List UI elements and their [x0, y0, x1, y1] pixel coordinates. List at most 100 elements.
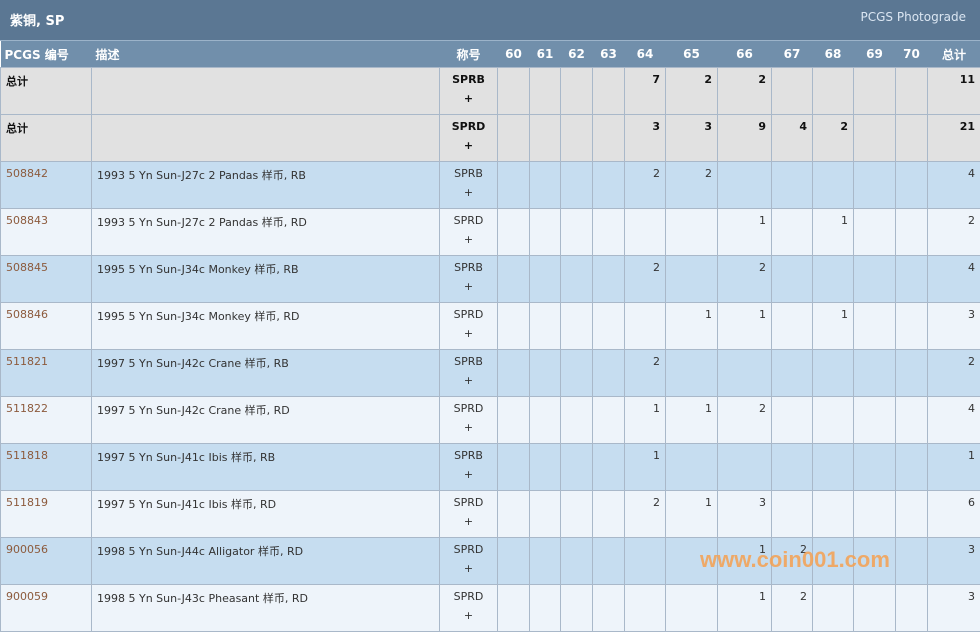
- designation-cell: SPRD+: [440, 303, 498, 350]
- column-header[interactable]: 61: [530, 41, 561, 68]
- row-total: 3: [928, 585, 980, 632]
- grade-count: [896, 256, 928, 303]
- row-total: 21: [928, 115, 980, 162]
- grade-count: [772, 444, 813, 491]
- grade-count: [896, 303, 928, 350]
- grade-count: [625, 538, 666, 585]
- grade-count: [530, 585, 561, 632]
- grade-count: 1: [718, 585, 772, 632]
- photograde-link[interactable]: PCGS Photograde: [861, 10, 966, 24]
- grade-count: [498, 444, 530, 491]
- pcgs-number-cell: 511819: [1, 491, 92, 538]
- section-title: 紫铜, SP: [10, 10, 64, 29]
- grade-count: [530, 491, 561, 538]
- designation: SPRD+: [454, 496, 484, 528]
- designation: SPRB+: [454, 261, 483, 293]
- pcgs-number-link[interactable]: 511818: [6, 449, 48, 462]
- grade-count: [666, 444, 718, 491]
- column-header[interactable]: 66: [718, 41, 772, 68]
- column-header[interactable]: 总计: [928, 41, 980, 68]
- grade-count: [625, 303, 666, 350]
- grade-count: [530, 303, 561, 350]
- column-header[interactable]: 70: [896, 41, 928, 68]
- pcgs-number-link[interactable]: 508842: [6, 167, 48, 180]
- designation-cell: SPRD+: [440, 585, 498, 632]
- designation: SPRD+: [452, 120, 486, 152]
- grade-count: 1: [813, 209, 854, 256]
- grade-count: [498, 162, 530, 209]
- grade-count: [813, 491, 854, 538]
- column-header[interactable]: 60: [498, 41, 530, 68]
- column-header[interactable]: PCGS 编号: [1, 41, 92, 68]
- grade-count: 2: [666, 162, 718, 209]
- row-total: 4: [928, 397, 980, 444]
- grade-count: 2: [813, 115, 854, 162]
- grade-count: [593, 115, 625, 162]
- grade-count: [498, 350, 530, 397]
- pcgs-number-link[interactable]: 508843: [6, 214, 48, 227]
- pcgs-number-cell: 508843: [1, 209, 92, 256]
- grade-count: 1: [666, 303, 718, 350]
- column-header[interactable]: 68: [813, 41, 854, 68]
- pcgs-number-link[interactable]: 508846: [6, 308, 48, 321]
- description-cell: 1997 5 Yn Sun-J41c Ibis 样币, RD: [92, 491, 440, 538]
- grade-count: 1: [718, 209, 772, 256]
- grade-count: 1: [625, 397, 666, 444]
- table-row: 900059 1998 5 Yn Sun-J43c Pheasant 样币, RD…: [1, 585, 980, 632]
- grade-count: [561, 538, 593, 585]
- pcgs-number-link[interactable]: 508845: [6, 261, 48, 274]
- pcgs-number-cell: 511821: [1, 350, 92, 397]
- grade-count: 2: [666, 68, 718, 115]
- description-cell: 1995 5 Yn Sun-J34c Monkey 样币, RD: [92, 303, 440, 350]
- designation: SPRD+: [454, 308, 484, 340]
- description-cell: 1997 5 Yn Sun-J41c Ibis 样币, RB: [92, 444, 440, 491]
- column-header[interactable]: 64: [625, 41, 666, 68]
- row-total: 6: [928, 491, 980, 538]
- grade-count: [561, 256, 593, 303]
- designation: SPRB+: [454, 167, 483, 199]
- designation-cell: SPRB+: [440, 256, 498, 303]
- designation-cell: SPRD+: [440, 491, 498, 538]
- pcgs-number-link[interactable]: 511821: [6, 355, 48, 368]
- grade-count: [854, 162, 896, 209]
- grade-count: [772, 68, 813, 115]
- grade-count: [498, 209, 530, 256]
- designation-cell: SPRD+: [440, 209, 498, 256]
- grade-count: [718, 444, 772, 491]
- description-cell: 1998 5 Yn Sun-J43c Pheasant 样币, RD: [92, 585, 440, 632]
- grade-count: [666, 350, 718, 397]
- grade-count: [854, 444, 896, 491]
- grade-count: [561, 115, 593, 162]
- grade-count: [625, 585, 666, 632]
- pcgs-number-link[interactable]: 511819: [6, 496, 48, 509]
- grade-count: [530, 162, 561, 209]
- grade-count: [593, 256, 625, 303]
- grade-count: [498, 397, 530, 444]
- grade-count: [666, 256, 718, 303]
- grade-count: [593, 397, 625, 444]
- column-header[interactable]: 65: [666, 41, 718, 68]
- column-header[interactable]: 描述: [92, 41, 440, 68]
- pcgs-number-link[interactable]: 900059: [6, 590, 48, 603]
- grade-count: 4: [772, 115, 813, 162]
- column-header[interactable]: 称号: [440, 41, 498, 68]
- grade-count: [772, 350, 813, 397]
- description-cell: 1993 5 Yn Sun-J27c 2 Pandas 样币, RB: [92, 162, 440, 209]
- pcgs-number-link[interactable]: 900056: [6, 543, 48, 556]
- row-total: 4: [928, 162, 980, 209]
- grade-count: [561, 303, 593, 350]
- grade-count: [854, 256, 896, 303]
- pcgs-number-cell: 508845: [1, 256, 92, 303]
- column-header[interactable]: 69: [854, 41, 896, 68]
- table-row: 511819 1997 5 Yn Sun-J41c Ibis 样币, RD SPRD…: [1, 491, 980, 538]
- grade-count: [530, 115, 561, 162]
- column-header[interactable]: 67: [772, 41, 813, 68]
- column-header[interactable]: 62: [561, 41, 593, 68]
- grade-count: [854, 491, 896, 538]
- designation-cell: SPRB+: [440, 350, 498, 397]
- pcgs-number-link[interactable]: 511822: [6, 402, 48, 415]
- column-header[interactable]: 63: [593, 41, 625, 68]
